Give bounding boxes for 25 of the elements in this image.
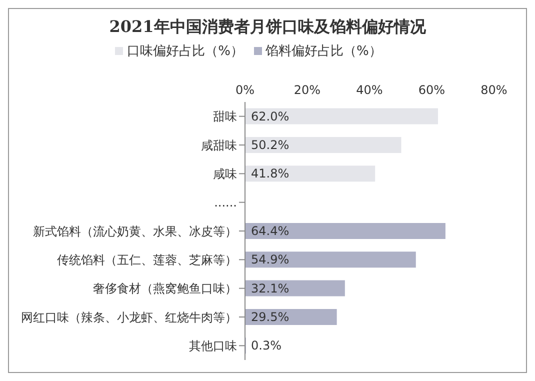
y-tick-label: ...... xyxy=(214,196,237,210)
y-tick-label: 甜味 xyxy=(213,110,237,124)
x-tick-label: 40% xyxy=(356,83,383,97)
data-label: 54.9% xyxy=(251,252,290,267)
x-tick-label: 60% xyxy=(418,83,446,97)
y-tick-label: 其他口味 xyxy=(189,338,237,353)
x-tick-label: 80% xyxy=(480,83,508,97)
y-tick-label: 网红口味（辣条、小龙虾、红烧牛肉等） xyxy=(21,310,237,324)
y-tick-label: 新式馅料（流心奶黄、水果、冰皮等） xyxy=(33,224,237,238)
y-tick-label: 传统馅料（五仁、莲蓉、芝麻等） xyxy=(57,252,237,267)
data-label: 64.4% xyxy=(251,224,290,238)
x-tick-label: 0% xyxy=(235,83,255,97)
data-label: 62.0% xyxy=(251,109,290,124)
data-label: 0.3% xyxy=(251,338,282,353)
y-tick-label: 奢侈食材（燕窝鲍鱼口味） xyxy=(93,282,237,296)
data-label: 50.2% xyxy=(251,138,290,152)
chart-title: 2021年中国消费者月饼口味及馅料偏好情况 xyxy=(108,16,427,38)
data-label: 32.1% xyxy=(251,281,290,296)
y-tick-label: 咸味 xyxy=(213,166,237,181)
legend-label: 口味偏好占比（%） xyxy=(127,44,244,59)
legend-label: 馅料偏好占比（%） xyxy=(266,44,382,59)
data-label: 29.5% xyxy=(251,310,290,324)
x-tick-label: 20% xyxy=(294,83,321,97)
data-label: 41.8% xyxy=(251,166,290,181)
y-tick-label: 咸甜味 xyxy=(201,138,237,152)
